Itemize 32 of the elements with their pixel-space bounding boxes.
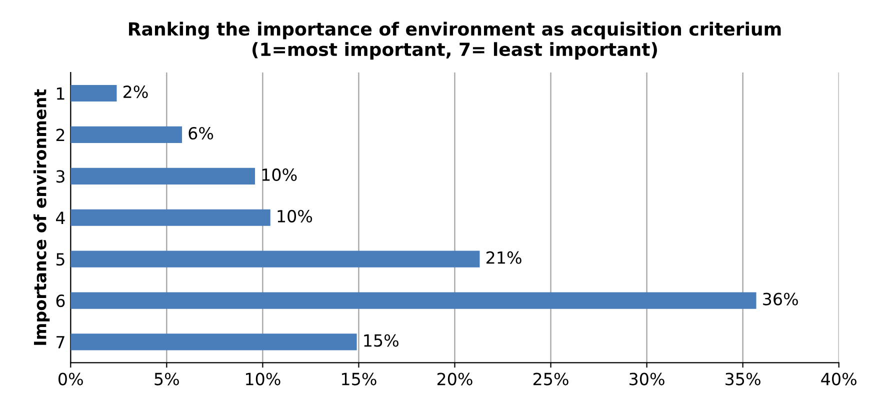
chart-title: Ranking the importance of environment as acquisition criterium (1=most important, 7= least important) xyxy=(129,22,781,60)
y-axis-title: Importance of environment xyxy=(33,89,50,345)
bar xyxy=(70,292,756,309)
y-tick-label: 7 xyxy=(56,336,64,348)
x-tick-label: 5% xyxy=(154,372,179,386)
bar xyxy=(70,168,256,184)
x-tick-label: 20% xyxy=(437,372,472,386)
data-label: 2% xyxy=(124,85,148,98)
x-tick-label: 25% xyxy=(533,372,568,386)
x-tick-label: 40% xyxy=(821,372,856,386)
y-tick-label: 4 xyxy=(56,212,65,224)
bar xyxy=(70,250,480,268)
data-label: 21% xyxy=(486,251,522,264)
y-tick-label: 5 xyxy=(56,253,64,266)
data-label: 36% xyxy=(763,292,798,306)
bar xyxy=(70,84,117,102)
data-label: 10% xyxy=(278,210,312,222)
y-tick-label: 3 xyxy=(56,170,64,183)
x-tick-label: 30% xyxy=(630,372,664,386)
bar xyxy=(70,334,357,350)
y-tick-label: 2 xyxy=(56,128,64,142)
data-label: 10% xyxy=(262,168,297,182)
x-tick-label: 0% xyxy=(58,372,83,386)
y-tick-label: 1 xyxy=(57,87,64,100)
bar xyxy=(70,126,182,144)
bar xyxy=(70,209,270,226)
x-tick-label: 35% xyxy=(726,372,760,386)
data-label: 6% xyxy=(188,126,214,140)
data-label: 15% xyxy=(364,334,398,347)
y-tick-label: 6 xyxy=(56,294,65,308)
x-tick-label: 10% xyxy=(246,372,280,386)
x-tick-label: 15% xyxy=(342,372,376,386)
